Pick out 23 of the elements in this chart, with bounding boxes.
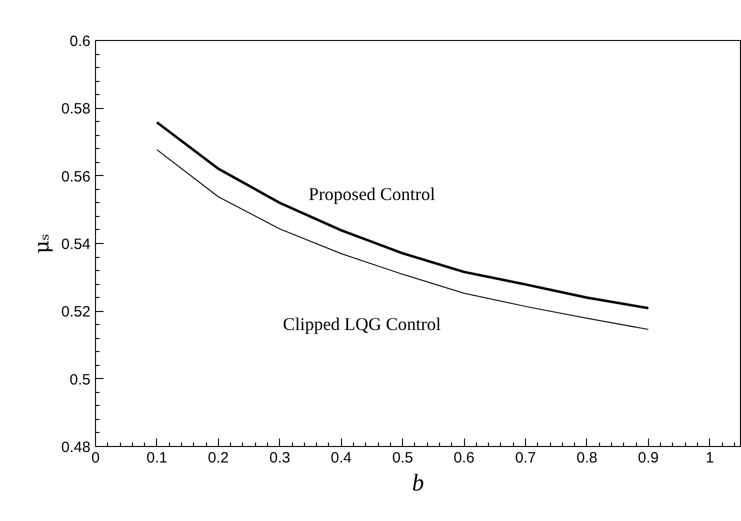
y-tick-label: 0.52 bbox=[61, 304, 91, 321]
y-tick-label: 0.56 bbox=[61, 168, 91, 186]
x-tick-label: 0.6 bbox=[454, 450, 475, 466]
x-axis-title: b bbox=[412, 470, 424, 496]
x-tick-label: 0.2 bbox=[208, 450, 229, 466]
x-tick-label: 0.9 bbox=[638, 450, 659, 466]
line-series bbox=[156, 121, 650, 310]
x-tick-label: 0.4 bbox=[330, 450, 352, 466]
y-tick-label: 0.5 bbox=[70, 371, 91, 388]
y-tick-label: 0.54 bbox=[61, 236, 91, 253]
x-tick-label: 0.1 bbox=[146, 450, 168, 466]
series-label: Clipped LQG Control bbox=[282, 314, 441, 334]
x-tick-label: 0.5 bbox=[392, 450, 414, 466]
y-tick-label: 0.6 bbox=[70, 33, 91, 50]
y-tick-label: 0.48 bbox=[61, 439, 91, 456]
x-tick-label: 0.7 bbox=[515, 450, 536, 466]
y-tick-label: 0.58 bbox=[61, 100, 91, 118]
x-tick-label: 1 bbox=[706, 450, 714, 466]
x-tick-label: 0.3 bbox=[269, 450, 290, 466]
x-tick-label: 0 bbox=[91, 450, 100, 466]
series-label: Proposed Control bbox=[308, 184, 436, 204]
y-axis-title: μₛ bbox=[29, 234, 54, 254]
x-tick-label: 0.8 bbox=[576, 450, 598, 466]
